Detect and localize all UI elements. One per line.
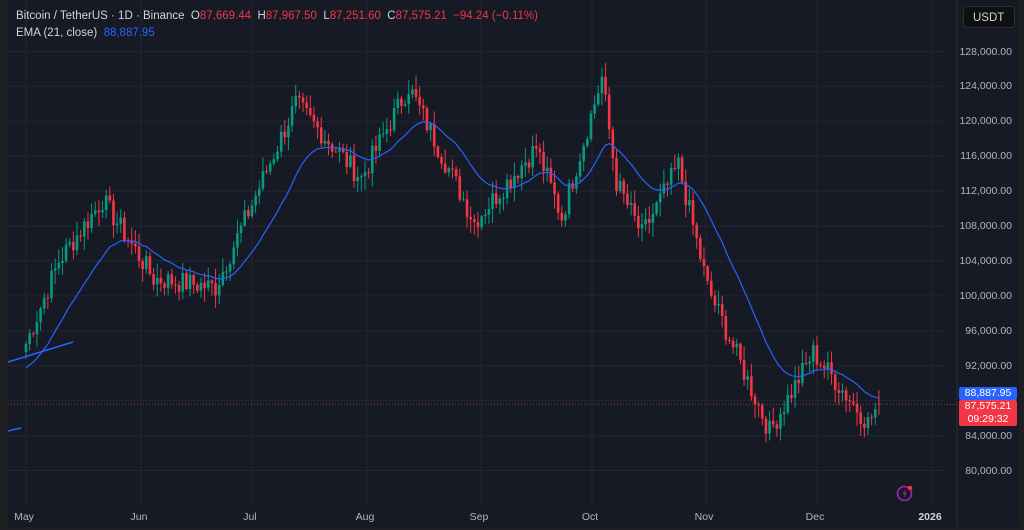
bottom-border (0, 527, 1024, 530)
currency-button[interactable]: USDT (963, 6, 1015, 28)
time-axis-label: 2026 (918, 511, 942, 523)
open-value: 87,669.44 (199, 10, 252, 22)
time-axis-label: Oct (581, 511, 599, 523)
indicator-legend-row[interactable]: EMA (21, close) 88,887.95 (16, 25, 538, 42)
last-price-value: 87,575.21 (964, 400, 1012, 412)
last-price-tag: 87,575.21 09:29:32 (959, 400, 1017, 426)
right-border (1019, 0, 1024, 530)
time-axis-label: Dec (805, 511, 825, 523)
open-label: O (190, 10, 200, 22)
time-axis-label: Jun (130, 511, 148, 523)
price-axis-label: 112,000.00 (960, 185, 1012, 198)
price-axis-label: 128,000.00 (959, 45, 1012, 58)
price-axis-label: 108,000.00 (959, 220, 1012, 233)
price-axis-label: 104,000.00 (959, 255, 1012, 267)
price-axis-label: 124,000.00 (959, 80, 1012, 93)
time-axis-label: Aug (355, 511, 375, 523)
price-axis-label: 116,000.00 (960, 150, 1012, 163)
close-value: 87,575.21 (395, 10, 447, 22)
price-axis-label: 100,000.00 (959, 289, 1012, 302)
high-label: H (257, 10, 266, 22)
low-label: L (323, 10, 330, 22)
chart-legend: Bitcoin / TetherUS · 1D · Binance O87,66… (16, 8, 538, 42)
bar-countdown: 09:29:32 (967, 413, 1009, 425)
change-value: −94.24 (−0.11%) (453, 10, 538, 22)
time-axis-label: Nov (694, 511, 714, 523)
left-border (0, 0, 8, 530)
close-label: C (387, 10, 396, 22)
price-axis-label: 84,000.00 (965, 429, 1012, 442)
symbol-legend-row[interactable]: Bitcoin / TetherUS · 1D · Binance O87,66… (16, 8, 538, 25)
price-axis-label: 120,000.00 (959, 115, 1012, 128)
symbol-title: Bitcoin / TetherUS · 1D · Binance (16, 10, 185, 22)
ema-value: 88,887.95 (103, 27, 155, 39)
ema-label: EMA (21, close) (16, 27, 98, 39)
low-value: 87,251.60 (329, 10, 381, 22)
price-axis-label: 96,000.00 (965, 324, 1012, 337)
lightning-alert-icon[interactable] (896, 484, 914, 502)
time-axis-label: Jul (243, 511, 257, 523)
high-value: 87,967.50 (265, 10, 317, 22)
price-axis-label: 92,000.00 (965, 359, 1012, 372)
time-axis-label: Sep (469, 511, 489, 523)
time-axis-label: May (14, 511, 34, 523)
ema-price-tag: 88,887.95 (959, 387, 1017, 400)
price-axis-label: 80,000.00 (965, 464, 1012, 477)
